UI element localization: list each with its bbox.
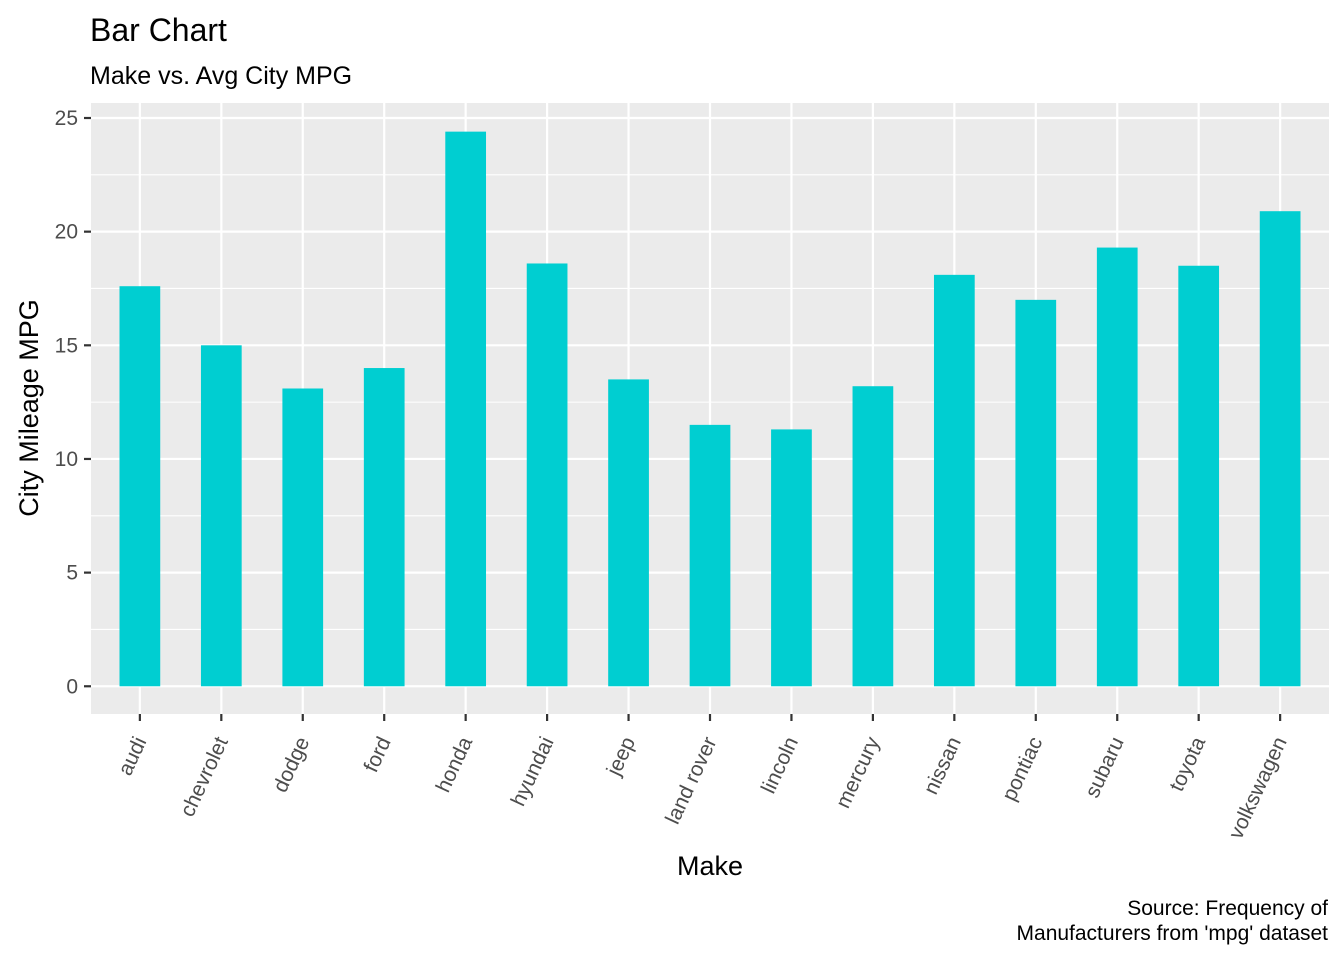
x-tick-label: nissan [919, 733, 965, 798]
x-tick-label: jeep [602, 733, 640, 780]
x-tick-label: mercury [832, 733, 885, 812]
bars [119, 131, 1301, 687]
y-tick-label: 10 [55, 448, 78, 471]
y-tick-label: 5 [66, 562, 78, 585]
bar-lincoln [771, 429, 812, 687]
x-tick-label: subaru [1081, 733, 1129, 801]
caption-line-2: Manufacturers from 'mpg' dataset [1017, 922, 1329, 945]
bar-dodge [282, 388, 324, 687]
bar-hyundai [526, 263, 568, 687]
bar-audi [119, 286, 161, 687]
bar-volkswagen [1259, 211, 1301, 687]
y-tick-label: 20 [55, 221, 78, 244]
x-tick-label: toyota [1165, 733, 1210, 795]
x-tick-label: lincoln [757, 733, 803, 797]
x-tick-label: pontiac [998, 733, 1047, 804]
bar-jeep [608, 379, 649, 687]
bar-land-rover [689, 424, 731, 687]
x-tick-label: hyundai [507, 733, 559, 809]
bar-pontiac [1015, 299, 1057, 687]
x-tick-label: land rover [661, 733, 721, 827]
x-axis-title: Make [677, 851, 743, 881]
y-tick-label: 15 [55, 334, 78, 357]
y-axis-title: City Mileage MPG [14, 299, 44, 517]
bar-chevrolet [200, 345, 242, 687]
bar-toyota [1178, 265, 1220, 687]
x-tick-label: chevrolet [176, 733, 233, 820]
y-tick-label: 25 [55, 107, 78, 130]
y-tick-label: 0 [66, 675, 78, 698]
x-tick-label: volkswagen [1224, 733, 1291, 842]
x-axis: audi chevrolet dodge ford honda hyundai jeep la… [114, 714, 1292, 843]
bar-subaru [1096, 247, 1138, 687]
bar-honda [445, 131, 487, 687]
bar-mercury [852, 386, 894, 687]
x-tick-label: honda [432, 733, 478, 796]
x-tick-label: audi [114, 733, 152, 779]
bar-nissan [933, 274, 975, 687]
x-tick-label: dodge [269, 733, 315, 796]
chart-subtitle: Make vs. Avg City MPG [90, 62, 352, 90]
chart-title: Bar Chart [90, 12, 227, 48]
bar-ford [363, 368, 405, 687]
x-tick-label: ford [360, 733, 396, 776]
caption-line-1: Source: Frequency of [1127, 897, 1328, 920]
y-axis: 0 5 10 15 20 25 [55, 107, 91, 698]
